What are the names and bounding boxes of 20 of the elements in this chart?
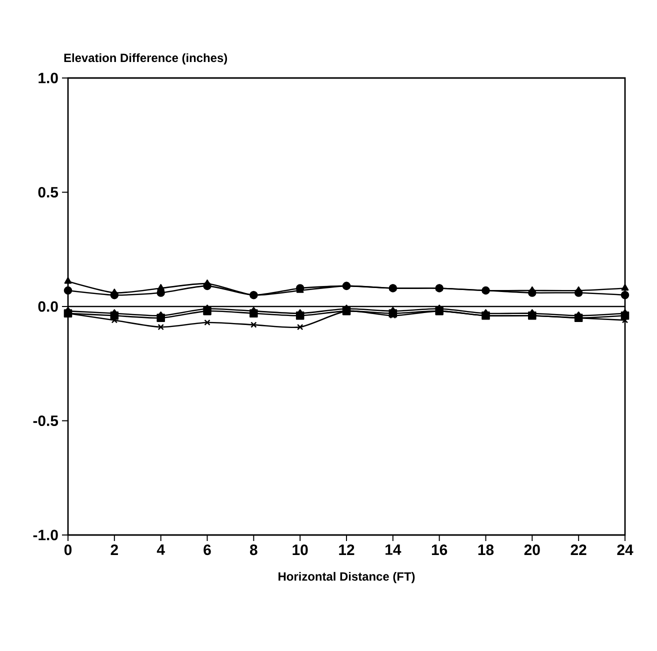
x-tick-label: 16 — [432, 544, 448, 556]
x-axis-title: Horizontal Distance (FT) — [278, 572, 415, 584]
x-tick-label: 6 — [204, 544, 211, 556]
x-tick-label: 0 — [64, 544, 72, 556]
y-tick-label: -0.5 — [33, 415, 58, 426]
x-tick-label: 2 — [110, 544, 118, 555]
x-tick-label: 22 — [570, 544, 586, 555]
y-axis-title: Elevation Difference (inches) — [64, 53, 228, 64]
x-tick-label: 14 — [386, 544, 402, 555]
x-tick-label: 8 — [250, 544, 258, 556]
x-tick-label: 10 — [292, 544, 308, 556]
x-tick-label: 12 — [339, 544, 354, 555]
y-tick-label: 0.0 — [38, 301, 58, 312]
y-tick-label: 1.0 — [38, 72, 58, 84]
x-tick-label: 18 — [478, 544, 494, 556]
y-tick-label: 0.5 — [38, 186, 58, 198]
x-tick-label: 24 — [617, 544, 634, 555]
y-tick-label: -1.0 — [33, 530, 58, 540]
x-tick-label: 20 — [524, 544, 540, 556]
x-tick-label: 4 — [156, 544, 165, 555]
